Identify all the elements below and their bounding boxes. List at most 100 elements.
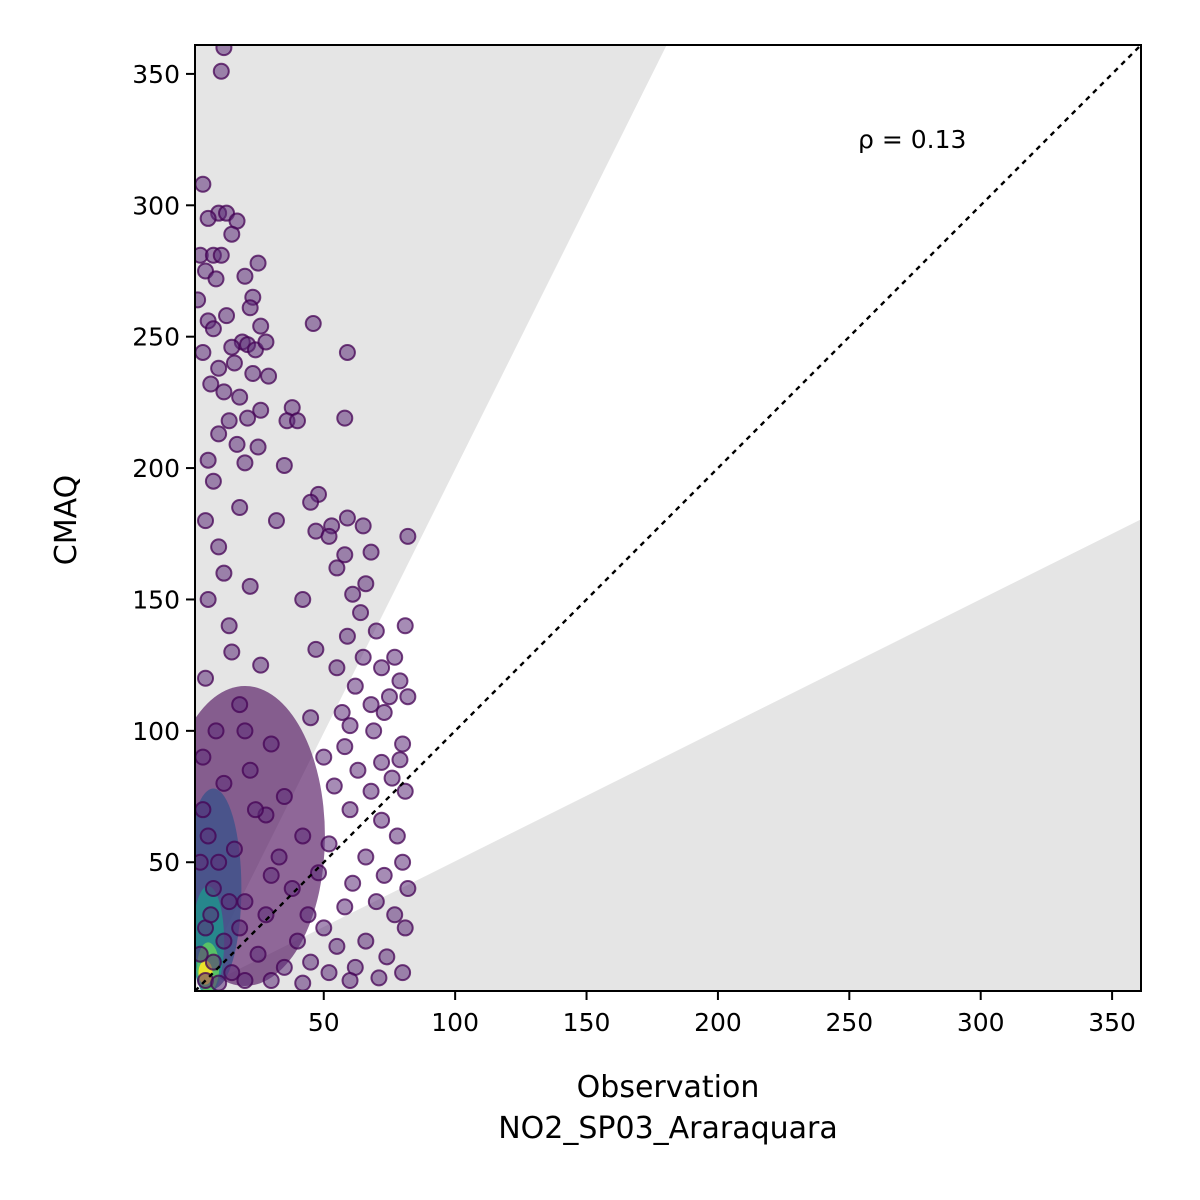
scatter-point [336, 898, 354, 916]
scatter-point [394, 735, 412, 753]
scatter-point [344, 585, 362, 603]
y-axis-label: CMAQ [49, 475, 84, 565]
scatter-point [375, 866, 393, 884]
wedge-upper [195, 45, 667, 991]
scatter-point [220, 412, 238, 430]
scatter-point [354, 517, 372, 535]
scatter-point [239, 409, 257, 427]
scatter-point [215, 932, 233, 950]
scatter-point [236, 454, 254, 472]
scatter-point [373, 753, 391, 771]
scatter-point [220, 893, 238, 911]
scatter-point [391, 672, 409, 690]
scatter-point [195, 945, 209, 963]
scatter-point [231, 696, 249, 714]
scatter-point [252, 401, 270, 419]
x-tick-label: 200 [694, 1008, 742, 1037]
scatter-point [197, 669, 215, 687]
one-to-one-line [195, 45, 1141, 991]
x-tick-label: 350 [1088, 1008, 1136, 1037]
scatter-point [352, 604, 370, 622]
x-axis-ticks: 50 100 150 200 250 300 350 [308, 991, 1136, 1037]
scatter-point [341, 717, 359, 735]
scatter-point [283, 880, 301, 898]
scatter-point [336, 738, 354, 756]
scatter-point [246, 801, 264, 819]
scatter-point [257, 333, 275, 351]
scatter-point [212, 62, 230, 80]
scatter-point [391, 751, 409, 769]
scatter-point [241, 761, 259, 779]
scatter-point [210, 538, 228, 556]
scatter-point [310, 864, 328, 882]
scatter-point [399, 527, 417, 545]
plot-area [195, 45, 1141, 991]
y-axis-ticks: 50 100 150 200 250 300 350 [132, 60, 195, 877]
y-tick-label: 350 [132, 60, 180, 89]
scatter-point [396, 782, 414, 800]
y-tick-label: 150 [132, 585, 180, 614]
scatter-point [260, 367, 278, 385]
scatter-point [210, 974, 228, 991]
scatter-point [357, 932, 375, 950]
scatter-point [338, 509, 356, 527]
scatter-point [275, 958, 293, 976]
scatter-point [223, 643, 241, 661]
scatter-point [199, 209, 217, 227]
scatter-point [396, 617, 414, 635]
scatter-point [325, 777, 343, 795]
wedge-lower [195, 519, 1141, 991]
scatter-point [241, 577, 259, 595]
scatter-point [197, 512, 215, 530]
scatter-point [357, 575, 375, 593]
scatter-point [365, 722, 383, 740]
scatter-point [262, 735, 280, 753]
correlation-annotation: ρ = 0.13 [858, 125, 966, 154]
scatter-point [370, 969, 388, 987]
scatter-point [231, 388, 249, 406]
x-tick-label: 300 [957, 1008, 1005, 1037]
scatter-point [399, 688, 417, 706]
scatter-point [195, 343, 212, 361]
scatter-point [315, 748, 333, 766]
scatter-point [362, 543, 380, 561]
scatter-point [341, 971, 359, 989]
scatter-point [195, 175, 212, 193]
scatter-point [199, 590, 217, 608]
scatter-point [252, 656, 270, 674]
scatter-point [367, 893, 385, 911]
scatter-point [354, 648, 372, 666]
scatter-point [302, 709, 320, 727]
scatter-point [386, 648, 404, 666]
scatter-point [202, 375, 220, 393]
scatter-point [210, 853, 228, 871]
scatter-point [320, 527, 338, 545]
scatter-point [302, 953, 320, 971]
scatter-point [236, 971, 254, 989]
scatter-point [394, 964, 412, 982]
scatter-point [215, 45, 233, 57]
scatter-point [349, 761, 367, 779]
scatter-point [236, 267, 254, 285]
scatter-point [262, 866, 280, 884]
scatter-point [367, 622, 385, 640]
scatter-point [244, 364, 262, 382]
scatter-point [294, 590, 312, 608]
x-tick-label: 50 [308, 1008, 340, 1037]
y-tick-label: 250 [132, 323, 180, 352]
scatter-point [204, 880, 222, 898]
scatter-point [249, 254, 267, 272]
scatter-point [262, 971, 280, 989]
plot-frame [194, 44, 1142, 992]
scatter-point [220, 617, 238, 635]
scatter-point [231, 919, 249, 937]
scatter-point [341, 801, 359, 819]
scatter-point [195, 853, 209, 871]
scatter-point [275, 456, 293, 474]
scatter-point [346, 677, 364, 695]
scatter-point [294, 827, 312, 845]
scatter-point [338, 343, 356, 361]
scatter-point [386, 906, 404, 924]
scatter-point [223, 964, 241, 982]
scatter-point [378, 948, 396, 966]
